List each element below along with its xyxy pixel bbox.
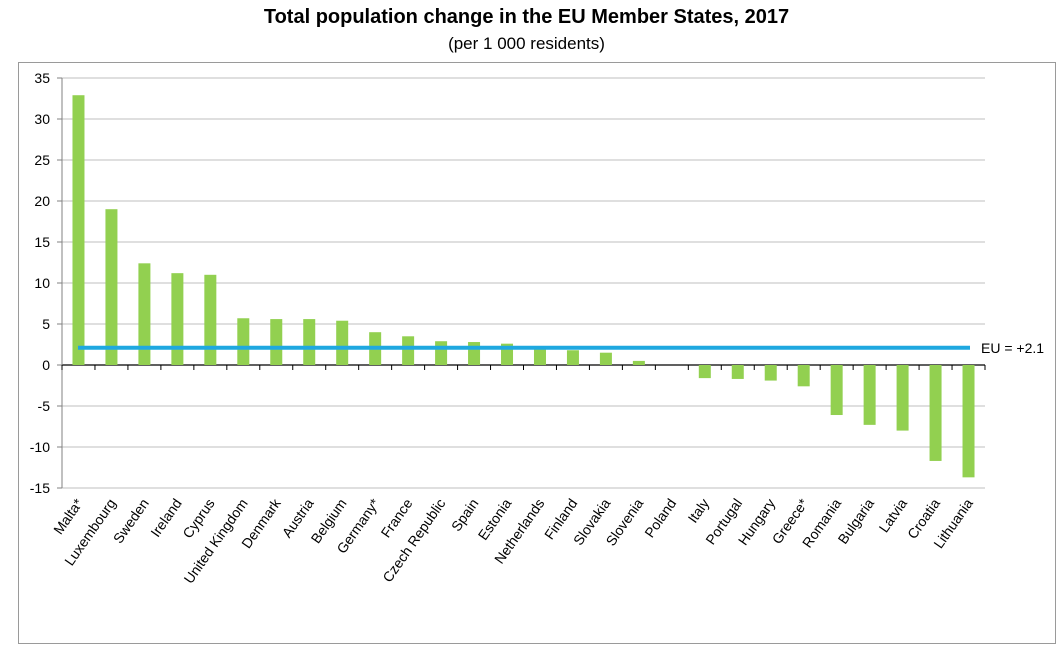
bar-austria xyxy=(303,319,316,365)
x-category-label: Poland xyxy=(641,496,679,541)
bar-croatia xyxy=(929,365,942,461)
bar-belgium xyxy=(336,320,349,365)
eu-average-label: EU = +2.1 xyxy=(981,340,1044,356)
bar-czech-republic xyxy=(435,341,448,365)
y-tick-label: 25 xyxy=(34,152,50,168)
y-tick-label: 15 xyxy=(34,234,50,250)
y-tick-label: 10 xyxy=(34,275,50,291)
bar-slovenia xyxy=(632,360,645,365)
bar-united-kingdom xyxy=(237,318,250,365)
x-category-label: Italy xyxy=(684,496,712,526)
bar-sweden xyxy=(138,263,151,365)
bar-romania xyxy=(830,365,843,416)
x-category-label: Latvia xyxy=(876,495,911,535)
bar-portugal xyxy=(731,365,744,379)
y-tick-label: -10 xyxy=(30,439,50,455)
bar-slovakia xyxy=(599,352,612,365)
chart-subtitle: (per 1 000 residents) xyxy=(448,34,605,53)
bar-denmark xyxy=(270,319,283,365)
bar-malta xyxy=(72,95,85,365)
bar-hungary xyxy=(764,365,777,381)
bar-italy xyxy=(698,365,711,379)
bar-greece xyxy=(797,365,810,387)
bar-ireland xyxy=(171,273,184,365)
y-tick-label: 20 xyxy=(34,193,50,209)
y-tick-label: 5 xyxy=(42,316,50,332)
bar-bulgaria xyxy=(863,365,876,425)
bar-cyprus xyxy=(204,274,217,365)
x-category-label: Ireland xyxy=(147,496,185,540)
y-tick-label: 0 xyxy=(42,357,50,373)
bar-spain xyxy=(468,342,481,365)
bar-netherlands xyxy=(533,347,546,365)
chart-title: Total population change in the EU Member… xyxy=(263,6,790,28)
y-tick-label: 30 xyxy=(34,111,50,127)
chart-frame xyxy=(18,62,1056,644)
bar-finland xyxy=(566,350,579,365)
bar-latvia xyxy=(896,365,909,431)
y-tick-label: -5 xyxy=(38,398,51,414)
bar-france xyxy=(402,336,415,365)
y-tick-label: -15 xyxy=(30,480,50,496)
y-tick-label: 35 xyxy=(34,70,50,86)
bar-lithuania xyxy=(962,365,975,478)
bar-luxembourg xyxy=(105,209,118,365)
x-category-label: Spain xyxy=(448,496,482,535)
bar-estonia xyxy=(501,343,514,365)
